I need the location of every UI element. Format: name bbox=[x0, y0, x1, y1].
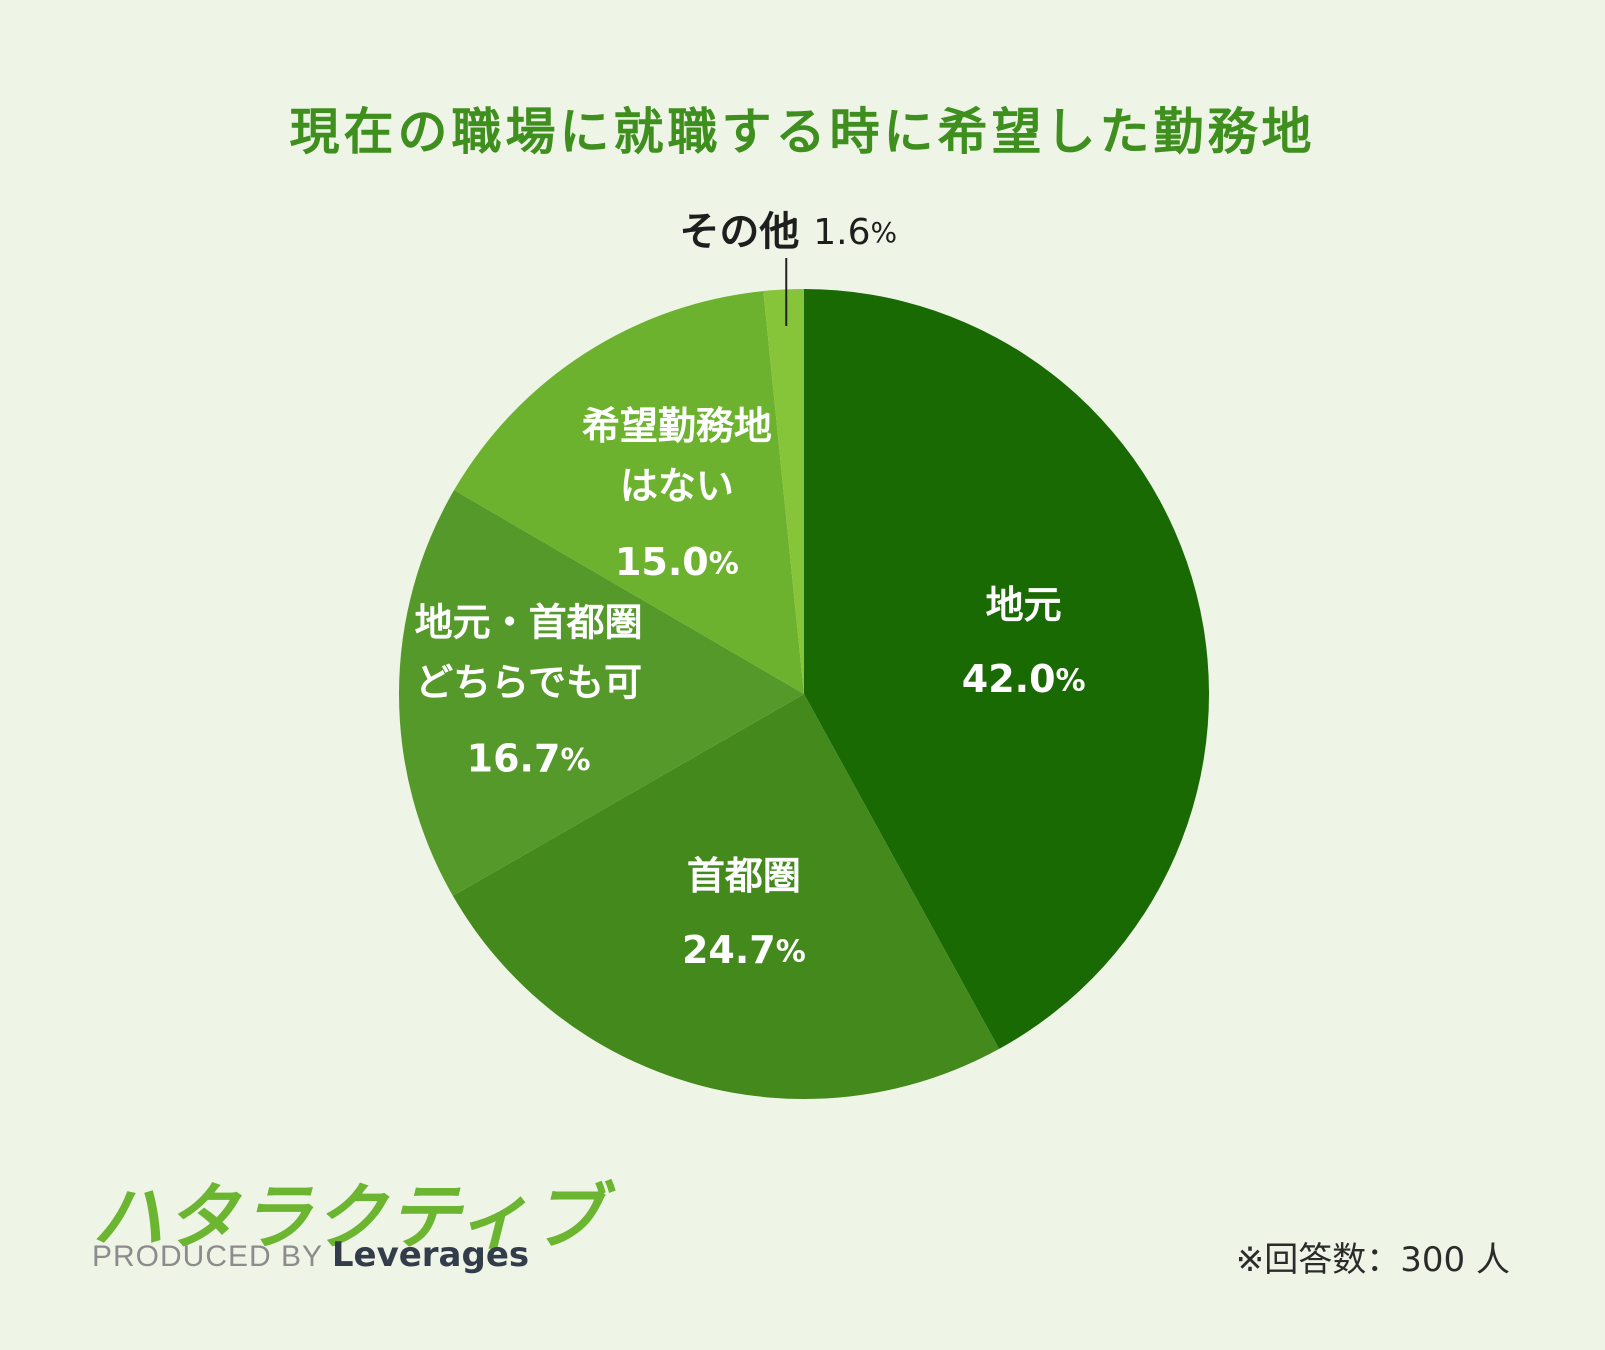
respondent-count-note: ※回答数：300 人 bbox=[1235, 1240, 1510, 1280]
pie-slice bbox=[454, 291, 804, 694]
brand-logo: ハタラクティブ bbox=[92, 1175, 606, 1259]
company-name: Leverages bbox=[331, 1235, 530, 1275]
pie-slice bbox=[804, 289, 1210, 1049]
slice-label: どちらでも可 bbox=[415, 661, 642, 705]
produced-by-text: PRODUCED BY bbox=[92, 1240, 323, 1273]
produced-by-line: PRODUCED BY Leverages bbox=[92, 1235, 529, 1275]
slice-label: 地元・首都圏 bbox=[415, 601, 643, 645]
slice-label: 地元 bbox=[986, 583, 1062, 627]
slice-label: はない bbox=[620, 464, 734, 508]
slice-label-outside: その他 1.6% bbox=[679, 209, 897, 255]
chart-title: 現在の職場に就職する時に希望した勤務地 bbox=[289, 103, 1316, 161]
slice-value-label: 16.7% bbox=[467, 737, 591, 781]
slice-label: 首都圏 bbox=[687, 854, 801, 898]
slice-value-label: 24.7% bbox=[682, 928, 806, 972]
pie-slice bbox=[452, 694, 1000, 1099]
pie-slice bbox=[763, 289, 804, 694]
pie-slice bbox=[399, 490, 804, 896]
slice-value-label: 15.0% bbox=[615, 540, 739, 584]
slice-value-label: 42.0% bbox=[962, 657, 1086, 701]
slice-label: 希望勤務地 bbox=[582, 404, 772, 448]
